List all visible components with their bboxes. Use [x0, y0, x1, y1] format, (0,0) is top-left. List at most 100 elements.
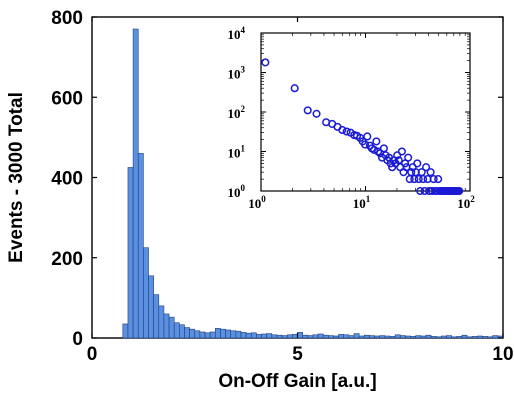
histogram-bar	[302, 334, 309, 339]
x-tick-label: 10	[492, 344, 513, 365]
y-tick-label: 200	[51, 249, 83, 270]
inset-y-tick-label: 102	[228, 104, 246, 121]
inset-x-tick-label: 100	[248, 194, 266, 211]
histogram-bar	[240, 332, 247, 339]
histogram-bar	[430, 336, 437, 339]
histogram-bar	[451, 336, 458, 339]
histogram-bar	[276, 334, 283, 339]
histogram-bar	[245, 332, 252, 339]
histogram-bar	[163, 313, 170, 339]
histogram-bar	[384, 335, 391, 339]
histogram-bar	[456, 336, 463, 339]
histogram-bar	[405, 335, 411, 339]
x-axis-label: On-Off Gain [a.u.]	[218, 371, 376, 392]
inset-point	[290, 84, 299, 93]
inset-point	[414, 175, 423, 184]
histogram-bar	[122, 323, 129, 339]
histogram-bar	[286, 334, 293, 339]
histogram-bar	[158, 305, 165, 339]
y-tick-label: 600	[51, 88, 83, 109]
histogram-bar	[446, 335, 452, 339]
y-tick-label: 0	[72, 329, 83, 350]
inset-point	[338, 125, 347, 135]
histogram-bar	[132, 28, 139, 339]
histogram-bar	[153, 294, 160, 339]
histogram-bar	[466, 336, 473, 339]
histogram-bar	[399, 335, 406, 339]
histogram-bar	[461, 334, 468, 339]
inset-point	[397, 147, 406, 156]
histogram-bar	[204, 332, 211, 339]
histogram-bar	[482, 336, 488, 339]
histogram-bar	[333, 335, 339, 339]
histogram-bar	[215, 328, 221, 339]
inset-point	[434, 175, 443, 184]
histogram-bar	[394, 334, 401, 339]
histogram-bar	[209, 331, 216, 339]
histogram-bar	[292, 334, 298, 339]
inset-point	[360, 140, 370, 149]
histogram-bars	[122, 28, 504, 339]
inset-point	[455, 186, 464, 196]
histogram-bar	[271, 334, 278, 339]
histogram-bar	[363, 334, 370, 339]
inset-point	[303, 106, 312, 115]
histogram-bar	[261, 333, 267, 339]
histogram-bar	[250, 332, 257, 339]
histogram-bar	[194, 330, 201, 339]
histogram-bar	[369, 335, 375, 339]
histogram-bar	[137, 153, 144, 339]
histogram-bar	[477, 335, 483, 339]
x-tick-label: 0	[87, 344, 98, 365]
inset-point	[372, 137, 381, 146]
inset-point	[413, 159, 422, 168]
histogram-bar	[148, 275, 154, 339]
histogram-bar	[225, 329, 232, 339]
inset-scatter-points	[261, 58, 464, 196]
histogram-bar	[184, 327, 190, 339]
histogram-bar	[307, 335, 314, 339]
x-tick-label: 5	[292, 344, 303, 365]
inset-axis-tick-labels: 100 101 102 100 101 102 103 104	[228, 25, 476, 211]
histogram-bar	[168, 316, 175, 339]
inset-point	[342, 127, 351, 136]
histogram-bar	[343, 334, 350, 339]
histogram-bar	[266, 333, 273, 339]
histogram-bar	[348, 335, 355, 339]
histogram-bar	[235, 330, 242, 339]
inset-point	[426, 168, 435, 177]
histogram-bar	[220, 328, 226, 339]
histogram-bar	[322, 334, 329, 339]
histogram-bar	[492, 335, 499, 339]
histogram-bar	[199, 331, 206, 339]
inset-point	[261, 58, 270, 67]
inset-point	[379, 144, 388, 153]
inset-plot-area	[260, 32, 471, 192]
histogram-bar	[379, 335, 386, 339]
main-axis-ticks	[91, 16, 504, 339]
histogram-bar	[143, 247, 149, 339]
histogram-bar	[358, 335, 365, 339]
histogram-bar	[389, 336, 396, 339]
histogram-bar	[420, 335, 427, 339]
y-tick-label: 800	[51, 8, 83, 29]
histogram-bar	[173, 322, 180, 339]
inset-y-tick-label: 101	[228, 144, 246, 161]
histogram-bar	[471, 336, 478, 339]
histogram-bar	[410, 336, 416, 339]
inset-point	[416, 186, 425, 196]
histogram-bar	[127, 167, 134, 339]
inset-point	[370, 145, 379, 154]
histogram-bar	[338, 334, 345, 339]
inset-point	[312, 109, 321, 118]
histogram-bar	[374, 335, 380, 339]
inset-point	[363, 132, 372, 141]
inset-point	[404, 153, 413, 162]
histogram-bar	[353, 333, 360, 339]
inset-y-tick-label: 104	[228, 25, 246, 42]
inset-y-tick-label: 100	[228, 183, 246, 200]
inset-x-tick-label: 101	[353, 194, 371, 211]
y-axis-label: Events - 3000 Total	[6, 92, 27, 263]
